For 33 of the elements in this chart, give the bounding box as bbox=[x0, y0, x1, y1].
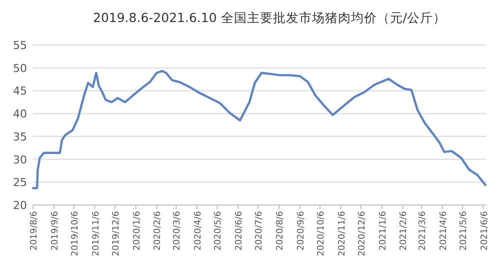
chart-title: 2019.8.6-2021.6.10 全国主要批发市场猪肉均价（元/公斤） bbox=[93, 10, 446, 25]
y-tick-label: 40 bbox=[13, 108, 27, 121]
y-tick-label: 50 bbox=[13, 62, 27, 75]
x-tick-label: 2020/12/6 bbox=[357, 210, 368, 256]
x-tick-label: 2020/4/6 bbox=[193, 210, 204, 251]
x-tick-label: 2021/4/6 bbox=[438, 210, 449, 251]
y-tick-label: 45 bbox=[13, 84, 27, 98]
y-tick-label: 35 bbox=[13, 130, 27, 144]
x-tick-label: 2021/1/6 bbox=[378, 210, 388, 251]
x-tick-label: 2019/11/6 bbox=[91, 210, 102, 256]
x-tick-label: 2020/3/6 bbox=[172, 210, 183, 251]
x-tick-label: 2020/5/6 bbox=[214, 210, 224, 251]
x-tick-label: 2019/12/6 bbox=[111, 210, 122, 256]
x-tick-label: 2021/3/6 bbox=[418, 210, 428, 251]
x-tick-label: 2019/9/6 bbox=[50, 210, 60, 251]
x-tick-label: 2020/7/6 bbox=[254, 210, 265, 251]
x-tick-label: 2020/11/6 bbox=[337, 210, 348, 256]
x-tick-label: 2020/6/6 bbox=[234, 210, 244, 251]
y-tick-label: 20 bbox=[13, 199, 27, 212]
y-tick-label: 25 bbox=[13, 176, 27, 190]
x-tick-label: 2020/9/6 bbox=[296, 210, 306, 251]
y-tick-label: 55 bbox=[13, 39, 27, 52]
line-series bbox=[32, 70, 486, 190]
x-tick-label: 2019/8/6 bbox=[30, 210, 40, 251]
x-tick-label: 2020/8/6 bbox=[275, 210, 286, 251]
x-tick-label: 2020/1/6 bbox=[132, 210, 142, 251]
x-tick-label: 2020/2/6 bbox=[153, 210, 164, 251]
x-tick-label: 2021/5/6 bbox=[458, 210, 469, 251]
y-tick-label: 30 bbox=[13, 153, 27, 166]
x-tick-label: 2021/2/6 bbox=[399, 210, 410, 251]
x-tick-label: 2019/10/6 bbox=[70, 210, 80, 256]
x-tick-label: 2020/10/6 bbox=[316, 210, 326, 256]
x-tick-label: 2021/6/6 bbox=[480, 210, 490, 251]
